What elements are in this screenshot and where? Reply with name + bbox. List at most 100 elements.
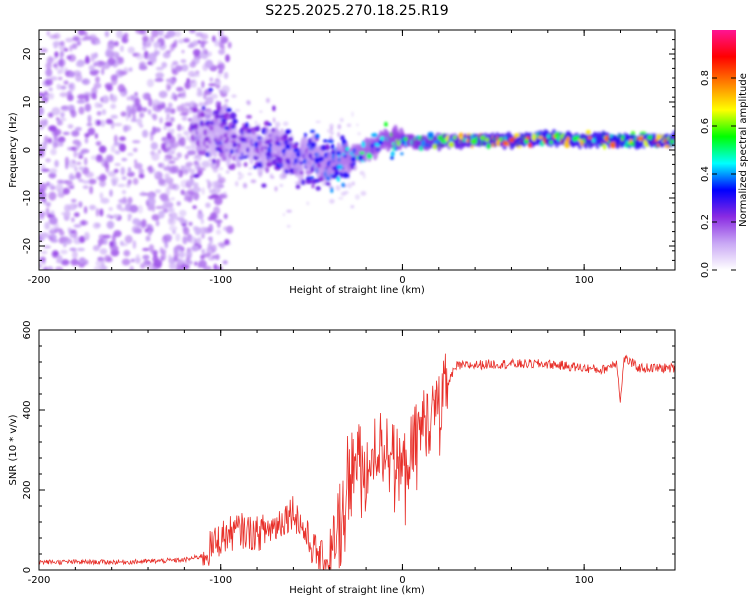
noise-blob	[207, 243, 212, 250]
noise-blob	[112, 51, 119, 59]
noise-blob	[159, 117, 163, 124]
noise-blob	[208, 257, 216, 261]
noise-blob	[60, 111, 65, 118]
carrier-point	[201, 123, 206, 127]
noise-blob	[92, 69, 100, 74]
scatter-blob	[329, 198, 335, 204]
noise-blob	[155, 66, 164, 71]
noise-blob	[72, 159, 76, 164]
noise-blob	[48, 87, 53, 92]
noise-blob	[135, 254, 140, 262]
noise-blob	[41, 168, 50, 172]
noise-blob	[201, 160, 211, 168]
noise-blob	[71, 43, 78, 50]
noise-blob	[47, 137, 53, 144]
noise-blob	[46, 202, 51, 208]
noise-blob	[39, 92, 44, 97]
noise-blob	[107, 171, 117, 177]
noise-blob	[68, 175, 76, 180]
noise-blob	[203, 91, 207, 100]
noise-blob	[87, 114, 92, 124]
y-tick-label: 200	[22, 480, 33, 499]
noise-blob	[95, 155, 103, 163]
scatter-blob	[170, 128, 175, 132]
noise-blob	[141, 107, 148, 112]
noise-blob	[179, 112, 188, 116]
noise-blob	[78, 235, 86, 244]
noise-blob	[201, 248, 205, 254]
noise-blob	[54, 51, 59, 58]
noise-blob	[189, 61, 197, 68]
carrier-point	[192, 173, 200, 178]
noise-blob	[215, 229, 222, 235]
carrier-point	[315, 186, 321, 191]
scatter-blob	[167, 150, 172, 156]
noise-blob	[89, 185, 94, 195]
noise-blob	[106, 214, 112, 218]
noise-blob	[121, 176, 127, 181]
carrier-point	[296, 152, 301, 158]
scatter-blob	[247, 172, 252, 176]
noise-blob	[83, 206, 88, 214]
noise-blob	[187, 260, 193, 265]
noise-blob	[161, 235, 168, 244]
noise-blob	[92, 245, 100, 252]
noise-blob	[45, 62, 52, 70]
noise-blob	[119, 198, 128, 205]
y-tick-label: 600	[22, 320, 33, 339]
snr-frame	[38, 329, 676, 571]
noise-blob	[51, 107, 61, 116]
carrier-point	[277, 157, 284, 164]
noise-blob	[70, 258, 79, 266]
scatter-blob	[225, 170, 230, 174]
noise-blob	[99, 208, 104, 217]
noise-blob	[158, 162, 165, 169]
noise-blob	[48, 92, 55, 100]
noise-blob	[106, 155, 114, 163]
scatter-blob	[170, 84, 174, 88]
noise-blob	[154, 189, 161, 194]
noise-blob	[95, 260, 103, 267]
noise-blob	[84, 137, 89, 144]
noise-blob	[127, 196, 133, 204]
scatter-blob	[265, 97, 270, 103]
noise-blob	[58, 188, 62, 197]
noise-blob	[150, 132, 154, 142]
scatter-blob	[335, 185, 341, 191]
noise-blob	[60, 259, 70, 266]
noise-blob	[48, 236, 54, 241]
noise-blob	[200, 254, 205, 260]
noise-blob	[75, 171, 82, 180]
scatter-blob	[189, 168, 196, 174]
scatter-blob	[282, 213, 286, 217]
carrier-point	[359, 151, 365, 155]
noise-blob	[174, 30, 182, 38]
carrier-point	[314, 133, 320, 139]
noise-blob	[181, 49, 185, 54]
noise-blob	[208, 195, 215, 200]
noise-blob	[148, 165, 154, 174]
noise-blob	[126, 171, 135, 177]
noise-blob	[72, 35, 80, 42]
carrier-point	[201, 105, 206, 111]
noise-blob	[134, 97, 141, 106]
noise-blob	[104, 238, 108, 245]
noise-blob	[127, 179, 132, 185]
noise-blob	[48, 216, 58, 225]
colorbar: 0.0 0.2 0.4 0.6 0.8 Normalized spectral ampl…	[700, 30, 749, 278]
noise-blob	[110, 103, 117, 110]
carrier-point	[216, 138, 220, 145]
noise-blob	[49, 168, 58, 174]
carrier-point	[311, 183, 315, 189]
noise-blob	[84, 103, 92, 112]
noise-blob	[185, 249, 193, 259]
noise-blob	[191, 245, 199, 252]
carrier-point	[241, 125, 246, 131]
noise-blob	[147, 197, 156, 206]
noise-blob	[106, 44, 115, 49]
noise-blob	[119, 136, 126, 142]
noise-blob	[184, 102, 191, 107]
noise-blob	[199, 226, 207, 235]
noise-blob	[184, 81, 192, 90]
noise-blob	[86, 122, 93, 127]
